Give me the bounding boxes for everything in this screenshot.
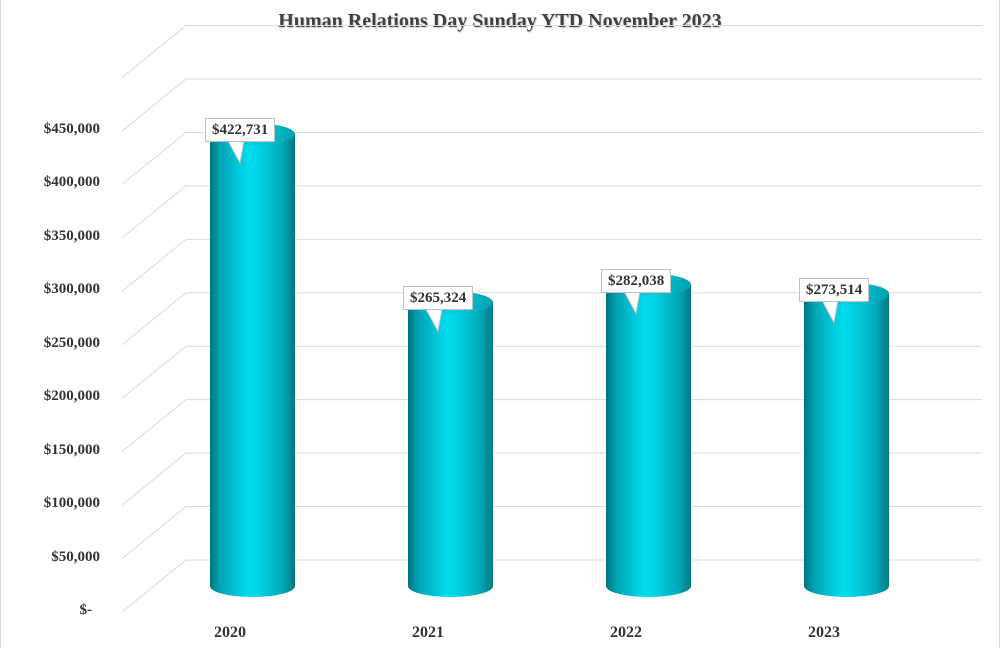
gridline: [121, 238, 982, 292]
y-tick-label: $50,000: [51, 548, 100, 565]
gridline: [121, 25, 982, 78]
y-tick-label: $250,000: [43, 334, 100, 351]
data-label-callout: $422,731: [205, 118, 276, 143]
y-tick-label: $100,000: [43, 495, 100, 512]
bars: [210, 123, 889, 598]
y-tick-label: $150,000: [43, 441, 100, 458]
x-tick-label: 2020: [214, 624, 246, 641]
y-tick-label: $400,000: [43, 174, 100, 191]
y-tick-label: $350,000: [43, 227, 100, 244]
chart-title: Human Relations Day Sunday YTD November …: [278, 10, 722, 32]
x-tick-label: 2022: [610, 624, 642, 641]
gridline: [121, 506, 982, 559]
data-label-callout: $273,514: [799, 277, 870, 302]
bar-2021: [408, 291, 493, 597]
bar-2022: [606, 273, 691, 597]
gridline: [121, 292, 982, 346]
gridline: [121, 185, 982, 239]
bar-2023: [804, 282, 889, 597]
y-tick-label: $200,000: [43, 388, 100, 405]
gridlines: [121, 25, 982, 613]
x-tick-label: 2023: [808, 624, 840, 641]
data-label-callout: $282,038: [601, 268, 672, 293]
gridline: [121, 559, 982, 613]
data-label-callout: $265,324: [403, 286, 474, 311]
gridline: [121, 131, 982, 185]
bar-2020: [210, 123, 295, 598]
y-tick-label: $300,000: [43, 281, 100, 298]
x-tick-label: 2021: [412, 624, 444, 641]
gridline: [121, 399, 982, 453]
y-tick-label: $450,000: [43, 121, 100, 137]
gridline: [121, 345, 982, 399]
y-tick-label: $-: [79, 602, 93, 618]
gridline: [121, 452, 982, 506]
gridline: [121, 78, 982, 132]
